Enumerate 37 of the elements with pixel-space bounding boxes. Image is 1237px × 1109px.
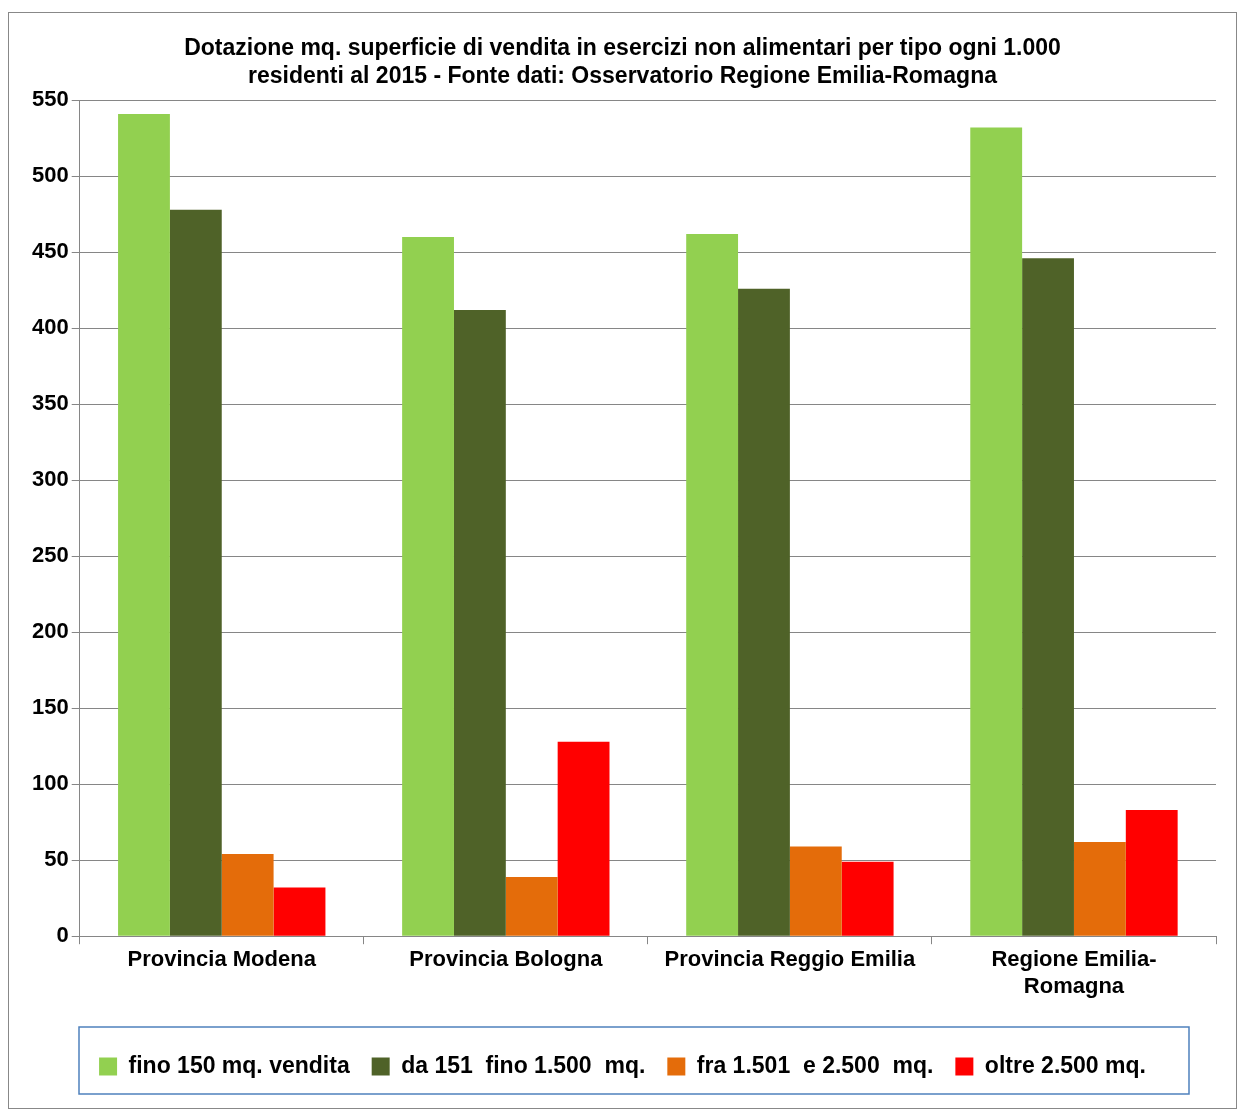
bar bbox=[970, 127, 1023, 936]
bar bbox=[1125, 810, 1178, 936]
y-tick-label: 500 bbox=[31, 162, 69, 188]
y-tick-label: 250 bbox=[31, 542, 69, 568]
bar bbox=[1073, 841, 1126, 936]
legend-label: fra 1.501 e 2.500 mq. bbox=[696, 1051, 934, 1078]
y-tick-label: 150 bbox=[31, 694, 69, 720]
bar bbox=[686, 233, 739, 936]
legend-label: da 151 fino 1.500 mq. bbox=[401, 1051, 646, 1078]
x-tick-label: Provincia Bologna bbox=[409, 946, 604, 972]
x-tick-label: Provincia Modena bbox=[127, 946, 317, 972]
x-tick-label: Regione Emilia-Romagna bbox=[991, 946, 1157, 998]
legend-label: oltre 2.500 mq. bbox=[984, 1051, 1146, 1078]
y-tick-label: 100 bbox=[31, 770, 69, 796]
y-tick-label: 450 bbox=[31, 238, 69, 264]
bar bbox=[505, 876, 558, 936]
y-tick-label: 50 bbox=[44, 846, 69, 872]
chart-title: Dotazione mq. superficie di vendita in esercizi non alimentari per tipo ogni 1.000 residenti al 2015 - Fonte dati: Osservatorio Regione Emilia-Romagna bbox=[184, 34, 1061, 88]
y-tick-label: 350 bbox=[31, 390, 69, 416]
bar bbox=[221, 854, 274, 936]
bar bbox=[738, 288, 790, 936]
bar bbox=[1022, 258, 1074, 936]
y-tick-label: 300 bbox=[31, 466, 69, 492]
bar bbox=[273, 887, 326, 936]
bar bbox=[118, 113, 170, 936]
bar bbox=[453, 309, 506, 936]
y-tick-label: 400 bbox=[31, 314, 69, 340]
bar bbox=[557, 741, 610, 936]
y-tick-label: 0 bbox=[56, 922, 69, 948]
y-tick-label: 200 bbox=[31, 618, 69, 644]
y-tick-label: 550 bbox=[31, 86, 69, 112]
bar bbox=[402, 237, 454, 936]
bar bbox=[789, 846, 842, 936]
x-tick-label: Provincia Reggio Emilia bbox=[664, 946, 916, 972]
bar bbox=[169, 209, 222, 936]
legend-label: fino 150 mq. vendita bbox=[128, 1051, 350, 1078]
bar bbox=[841, 861, 894, 936]
